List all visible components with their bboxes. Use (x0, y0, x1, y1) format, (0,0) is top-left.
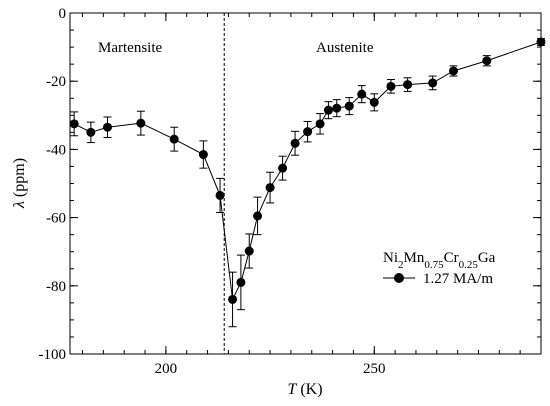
data-point (428, 78, 438, 88)
data-point (86, 127, 96, 137)
data-point (244, 246, 254, 256)
data-points (69, 37, 546, 304)
data-point (215, 190, 225, 200)
data-point (315, 119, 325, 129)
data-point (448, 66, 458, 76)
y-tick-label: -60 (46, 211, 66, 227)
legend: Ni2Mn0.75Cr0.25Ga 1.27 MA/m (383, 250, 496, 287)
x-tick-label: 200 (155, 361, 178, 377)
legend-element: Ni (383, 250, 398, 266)
legend-element: Cr (444, 250, 459, 266)
data-point (536, 37, 546, 47)
y-axis-title: λ (ppm) (11, 158, 28, 209)
data-point (323, 105, 333, 115)
legend-compound: Ni2Mn0.75Cr0.25Ga (383, 250, 496, 271)
data-point (369, 97, 379, 107)
data-point (136, 118, 146, 128)
y-tick-label: -80 (46, 279, 66, 295)
data-point (69, 119, 79, 129)
y-tick-label: -20 (46, 74, 66, 90)
data-point (290, 138, 300, 148)
x-axis-unit: (K) (296, 381, 322, 398)
x-axis-var: T (287, 381, 297, 398)
legend-series-label: 1.27 MA/m (423, 271, 493, 287)
x-axis-title: T (K) (287, 381, 322, 398)
legend-marker (394, 273, 404, 283)
data-point (482, 56, 492, 66)
data-point (103, 122, 113, 132)
data-point (169, 134, 179, 144)
data-point (344, 101, 354, 111)
legend-element: Mn (404, 250, 425, 266)
y-tick-label: 0 (59, 6, 67, 22)
y-tick-label: -40 (46, 142, 66, 158)
x-tick-label: 250 (363, 361, 386, 377)
data-point (253, 211, 263, 221)
data-point (386, 81, 396, 91)
data-point (332, 103, 342, 113)
x-tick-labels: 200 250 (155, 361, 386, 377)
legend-element: Ga (478, 250, 496, 266)
y-axis-var: λ (11, 201, 28, 209)
data-point (265, 183, 275, 193)
legend-subscript: 2 (398, 259, 404, 271)
y-axis-unit: (ppm) (11, 158, 28, 201)
data-point (236, 277, 246, 287)
data-point (198, 150, 208, 160)
region-label-austenite: Austenite (316, 40, 374, 56)
y-tick-label: -100 (39, 347, 67, 363)
major-ticks (70, 12, 541, 355)
plot-frame (69, 12, 542, 355)
legend-subscript: 0.25 (459, 259, 479, 271)
legend-subscript: 0.75 (424, 259, 444, 271)
minor-ticks (70, 12, 542, 355)
data-point (303, 127, 313, 137)
data-point (357, 89, 367, 99)
data-point (278, 163, 288, 173)
data-point (228, 294, 238, 304)
region-label-martensite: Martensite (98, 40, 162, 56)
y-tick-labels: -100 -80 -60 -40 -20 0 (39, 6, 67, 363)
data-point (403, 80, 413, 90)
